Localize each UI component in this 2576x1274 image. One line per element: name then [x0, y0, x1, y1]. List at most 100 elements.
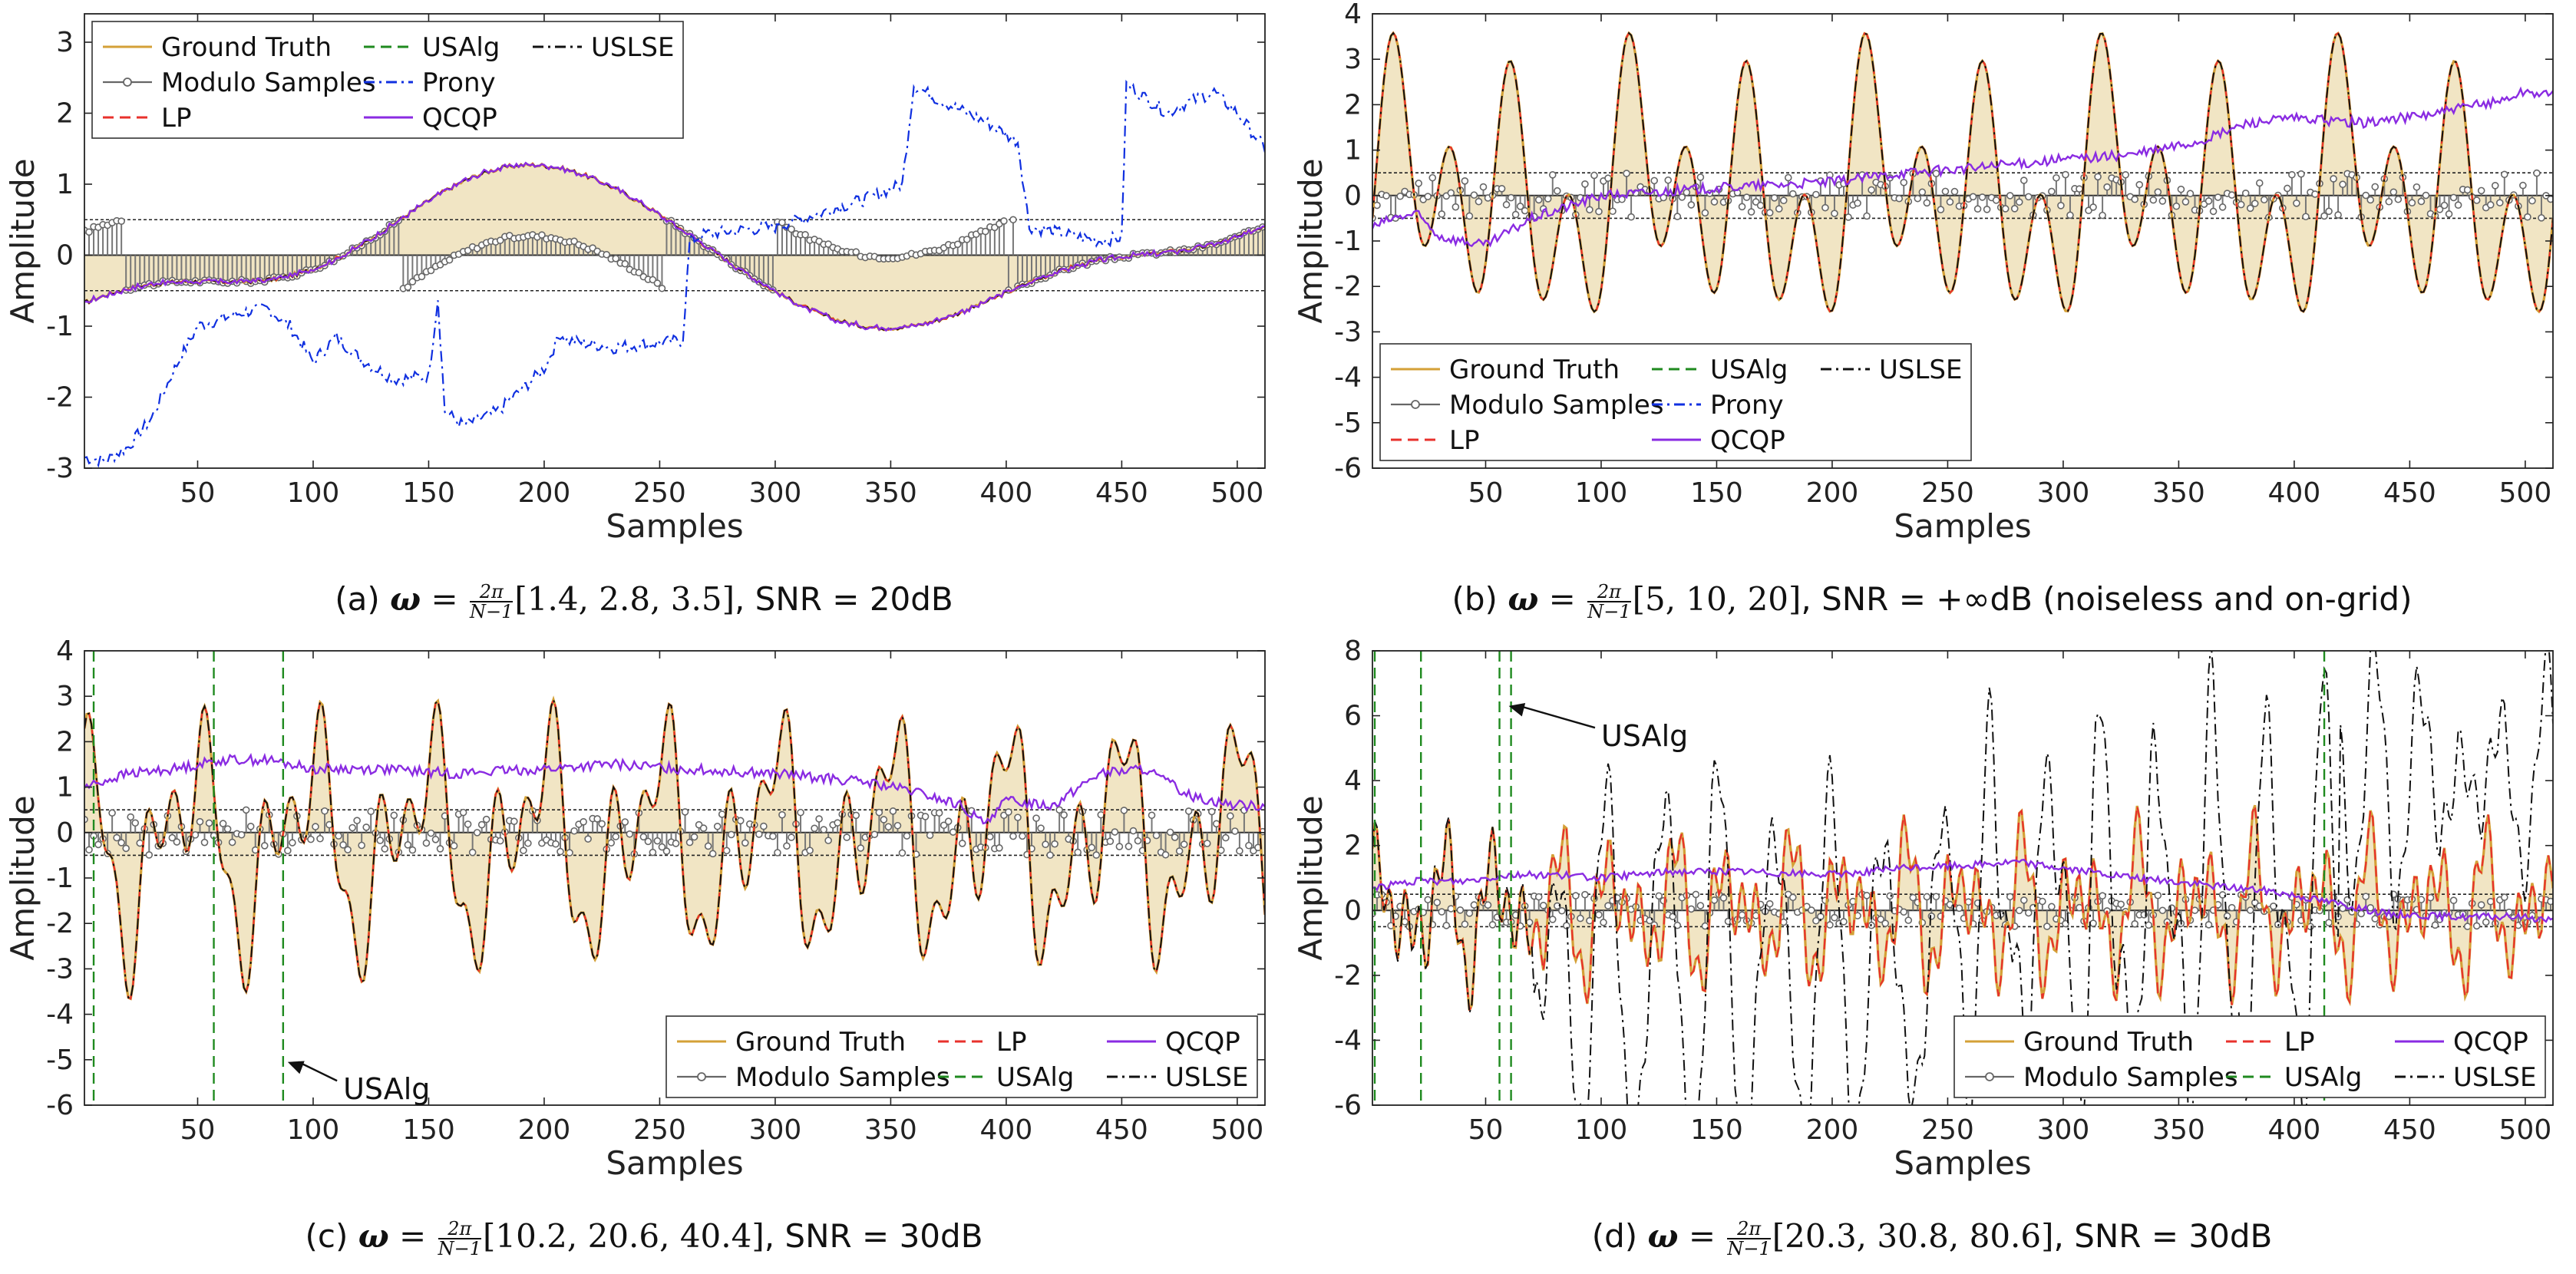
- modulo-samples: [84, 806, 1265, 859]
- legend-item-prony: Prony: [1652, 390, 1784, 421]
- modulo-sample-marker: [1447, 189, 1455, 197]
- modulo-sample-marker: [520, 847, 527, 854]
- y-tick-label: -3: [1334, 316, 1362, 348]
- modulo-sample-marker: [2099, 892, 2106, 900]
- x-tick-label: 100: [1575, 477, 1628, 509]
- modulo-sample-marker: [2491, 182, 2499, 190]
- modulo-sample-marker: [566, 849, 573, 856]
- modulo-sample-marker: [1756, 201, 1765, 210]
- x-tick-label: 200: [518, 1114, 571, 1146]
- modulo-sample-marker: [1812, 916, 1820, 925]
- modulo-sample-marker: [2477, 901, 2485, 909]
- modulo-sample-marker: [1544, 195, 1552, 203]
- modulo-sample-marker: [893, 821, 902, 830]
- modulo-sample-marker: [1868, 186, 1875, 194]
- y-tick-label: 4: [56, 637, 74, 667]
- modulo-sample-marker: [1534, 196, 1543, 204]
- modulo-sample-marker: [2389, 188, 2398, 196]
- modulo-sample-marker: [2131, 195, 2139, 203]
- legend-item-usalg: USAlg: [2226, 1062, 2362, 1093]
- modulo-sample-marker: [672, 840, 680, 847]
- modulo-sample-marker: [880, 816, 888, 823]
- modulo-sample-marker: [418, 272, 426, 281]
- modulo-sample-marker: [348, 823, 356, 832]
- modulo-sample-marker: [436, 845, 444, 853]
- uslse-line: [1372, 31, 2553, 313]
- modulo-sample-marker: [1747, 208, 1755, 216]
- legend-label: LP: [1449, 425, 1479, 456]
- modulo-sample-marker: [718, 810, 726, 818]
- modulo-sample-marker: [1236, 847, 1243, 855]
- modulo-sample-marker: [228, 838, 236, 847]
- modulo-sample-marker: [122, 844, 130, 853]
- x-tick-label: 400: [980, 1114, 1033, 1146]
- uslse-line: [84, 697, 1265, 1000]
- modulo-sample-marker: [2371, 183, 2379, 191]
- modulo-sample-marker: [2020, 177, 2028, 184]
- modulo-sample-marker: [570, 827, 578, 835]
- modulo-sample-marker: [1581, 180, 1589, 188]
- modulo-sample-marker: [1507, 193, 1515, 202]
- modulo-sample-marker: [1521, 206, 1529, 215]
- modulo-sample-marker: [1738, 911, 1746, 919]
- modulo-sample-marker: [1539, 902, 1547, 909]
- modulo-sample-marker: [1900, 178, 1908, 186]
- qcqp-line: [1372, 86, 2553, 248]
- modulo-sample-marker: [1808, 906, 1815, 914]
- modulo-sample-marker: [2010, 205, 2019, 213]
- modulo-sample-marker: [1586, 206, 1593, 214]
- modulo-sample-marker: [1548, 171, 1557, 179]
- modulo-sample-marker: [2500, 893, 2508, 901]
- modulo-sample-marker: [815, 815, 823, 823]
- modulo-sample-marker: [1000, 217, 1008, 225]
- modulo-sample-marker: [704, 842, 712, 850]
- modulo-sample-marker: [1134, 837, 1142, 845]
- modulo-sample-marker: [639, 833, 648, 841]
- modulo-sample-marker: [778, 810, 786, 819]
- modulo-sample-marker: [1742, 193, 1751, 201]
- modulo-sample-marker: [1451, 203, 1460, 211]
- modulo-sample-marker: [1923, 199, 1931, 207]
- modulo-sample-marker: [653, 279, 662, 287]
- y-tick-label: 3: [56, 27, 74, 58]
- modulo-sample-marker: [1148, 811, 1156, 820]
- modulo-sample-marker: [644, 837, 652, 846]
- modulo-sample-marker: [986, 833, 994, 841]
- modulo-sample-marker: [1461, 920, 1469, 929]
- modulo-sample-marker: [510, 817, 518, 826]
- subplot-a: 50 100 150 200 250 300 350 400 450 500 -3 -2 -1 0 1 2 3 S…: [0, 0, 1288, 637]
- modulo-sample-marker: [2325, 207, 2333, 216]
- modulo-sample-marker: [2024, 193, 2033, 201]
- x-tick-label: 250: [633, 477, 686, 509]
- subplot-c: 50 100 150 200 250 300 350 400 450 500 -6 -5 -4 -3 -2 -…: [0, 637, 1288, 1274]
- modulo-sample-marker: [1678, 193, 1686, 201]
- modulo-sample-marker: [2500, 170, 2508, 179]
- modulo-sample-marker: [408, 278, 417, 285]
- modulo-sample-marker: [2172, 202, 2181, 210]
- modulo-sample-marker: [1600, 919, 1607, 926]
- x-axis-label: Samples: [1894, 1144, 2031, 1182]
- modulo-sample-marker: [996, 844, 1003, 852]
- modulo-sample-marker: [2039, 897, 2046, 906]
- x-tick-label: 100: [1575, 1114, 1628, 1146]
- modulo-sample-marker: [223, 825, 232, 833]
- y-tick-label: -1: [1334, 226, 1362, 257]
- x-tick-label: 450: [1095, 1114, 1148, 1146]
- legend-label: QCQP: [1165, 1027, 1240, 1058]
- x-tick-label: 350: [2152, 1114, 2205, 1146]
- modulo-sample-marker: [1710, 198, 1719, 206]
- modulo-sample-marker: [788, 225, 795, 233]
- annotation-label: USAlg: [343, 1072, 430, 1106]
- modulo-sample-marker: [1932, 170, 1940, 177]
- modulo-sample-marker: [820, 826, 827, 833]
- modulo-sample-marker: [524, 839, 532, 847]
- y-tick-label: 2: [1344, 89, 1362, 120]
- modulo-sample-marker: [2228, 191, 2236, 199]
- x-tick-label: 500: [2499, 1114, 2552, 1146]
- modulo-sample-marker: [626, 830, 634, 838]
- modulo-sample-marker: [903, 832, 911, 840]
- modulo-sample-marker: [2385, 197, 2393, 206]
- modulo-sample-marker: [1502, 200, 1511, 209]
- modulo-sample-marker: [1438, 908, 1446, 916]
- modulo-sample-marker: [2076, 185, 2083, 193]
